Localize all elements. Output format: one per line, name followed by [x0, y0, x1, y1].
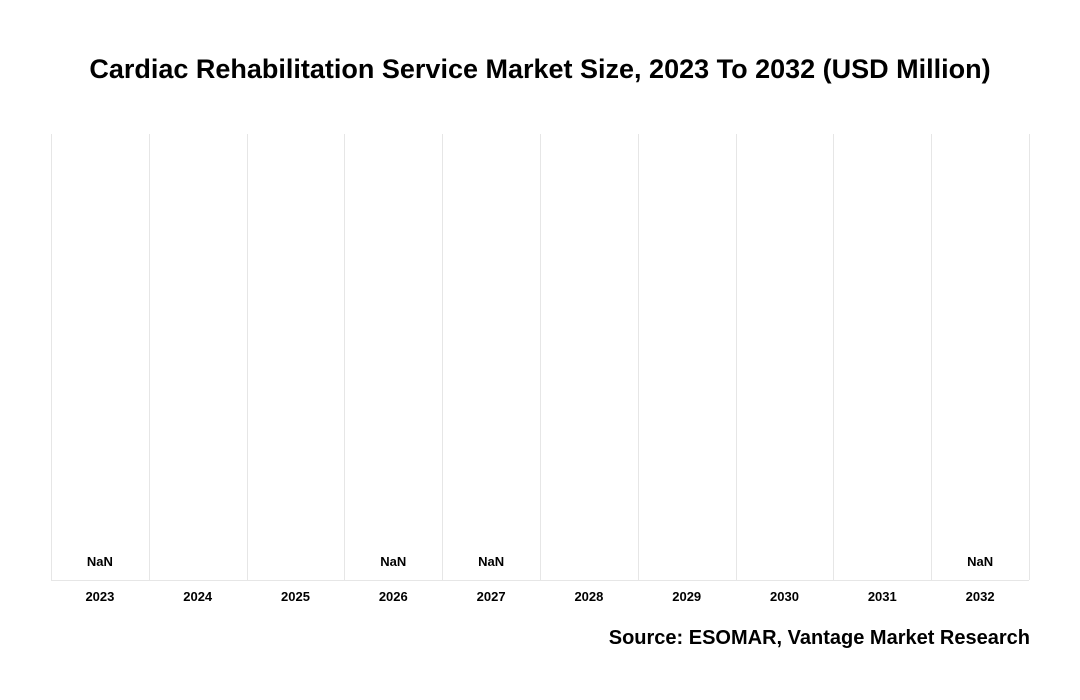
bar-value-label: NaN	[344, 554, 442, 569]
x-tick-label: 2024	[149, 589, 247, 604]
grid-line	[931, 134, 932, 580]
grid-line	[344, 134, 345, 580]
grid-line	[1029, 134, 1030, 580]
x-tick-label: 2030	[736, 589, 834, 604]
grid-line	[540, 134, 541, 580]
x-tick-label: 2027	[442, 589, 540, 604]
x-tick-label: 2028	[540, 589, 638, 604]
x-tick-label: 2031	[833, 589, 931, 604]
grid-line	[736, 134, 737, 580]
grid-line	[638, 134, 639, 580]
bar-value-label: NaN	[931, 554, 1029, 569]
grid-line	[51, 134, 52, 580]
x-tick-label: 2032	[931, 589, 1029, 604]
grid-line	[247, 134, 248, 580]
chart-container: Cardiac Rehabilitation Service Market Si…	[0, 0, 1080, 700]
grid-line	[149, 134, 150, 580]
x-tick-label: 2023	[51, 589, 149, 604]
chart-title: Cardiac Rehabilitation Service Market Si…	[50, 54, 1030, 85]
x-tick-label: 2029	[638, 589, 736, 604]
source-attribution: Source: ESOMAR, Vantage Market Research	[609, 627, 1030, 650]
x-tick-label: 2025	[247, 589, 345, 604]
bar-value-label: NaN	[442, 554, 540, 569]
x-tick-label: 2026	[344, 589, 442, 604]
bar-value-label: NaN	[51, 554, 149, 569]
plot-area	[51, 134, 1029, 580]
x-axis-baseline	[51, 580, 1029, 581]
grid-line	[442, 134, 443, 580]
grid-line	[833, 134, 834, 580]
